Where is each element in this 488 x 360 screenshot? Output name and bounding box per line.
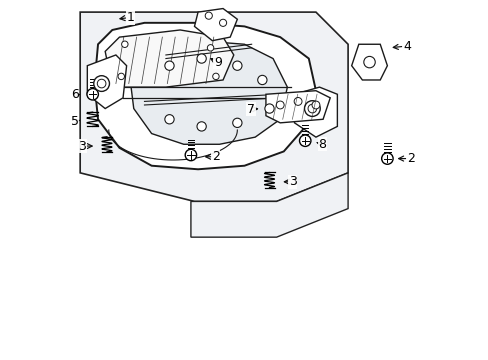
Circle shape	[276, 101, 284, 109]
Polygon shape	[130, 41, 287, 144]
Circle shape	[212, 73, 219, 80]
Polygon shape	[265, 91, 329, 123]
Circle shape	[264, 104, 274, 113]
Text: 7: 7	[246, 103, 257, 116]
Circle shape	[207, 45, 213, 51]
Circle shape	[311, 101, 319, 109]
Circle shape	[232, 61, 242, 70]
Text: 3: 3	[284, 175, 296, 188]
Circle shape	[232, 118, 242, 127]
Text: 1: 1	[120, 11, 134, 24]
Circle shape	[257, 75, 266, 85]
Polygon shape	[87, 55, 126, 109]
Circle shape	[122, 41, 128, 48]
Circle shape	[304, 101, 320, 116]
Circle shape	[164, 114, 174, 124]
Text: 2: 2	[205, 150, 220, 163]
Circle shape	[164, 61, 174, 70]
Polygon shape	[351, 44, 386, 80]
Text: 9: 9	[210, 55, 221, 69]
Circle shape	[185, 149, 196, 161]
Circle shape	[219, 19, 226, 26]
Circle shape	[294, 98, 302, 105]
Text: 5: 5	[71, 114, 80, 127]
Polygon shape	[294, 87, 337, 137]
Circle shape	[381, 153, 392, 164]
Polygon shape	[80, 12, 347, 202]
Circle shape	[118, 73, 124, 80]
Text: 4: 4	[392, 40, 410, 53]
Polygon shape	[194, 9, 237, 41]
Circle shape	[97, 79, 106, 88]
Polygon shape	[94, 23, 315, 169]
Polygon shape	[105, 30, 233, 87]
Text: 6: 6	[71, 89, 80, 102]
Circle shape	[307, 104, 316, 113]
Text: 2: 2	[398, 152, 414, 165]
Circle shape	[197, 122, 206, 131]
Circle shape	[205, 12, 212, 19]
Circle shape	[363, 57, 374, 68]
Circle shape	[87, 89, 98, 100]
Circle shape	[94, 76, 109, 91]
Circle shape	[197, 54, 206, 63]
Text: 8: 8	[317, 138, 325, 151]
Polygon shape	[190, 173, 347, 237]
Text: 3: 3	[78, 140, 92, 153]
Circle shape	[299, 135, 310, 147]
